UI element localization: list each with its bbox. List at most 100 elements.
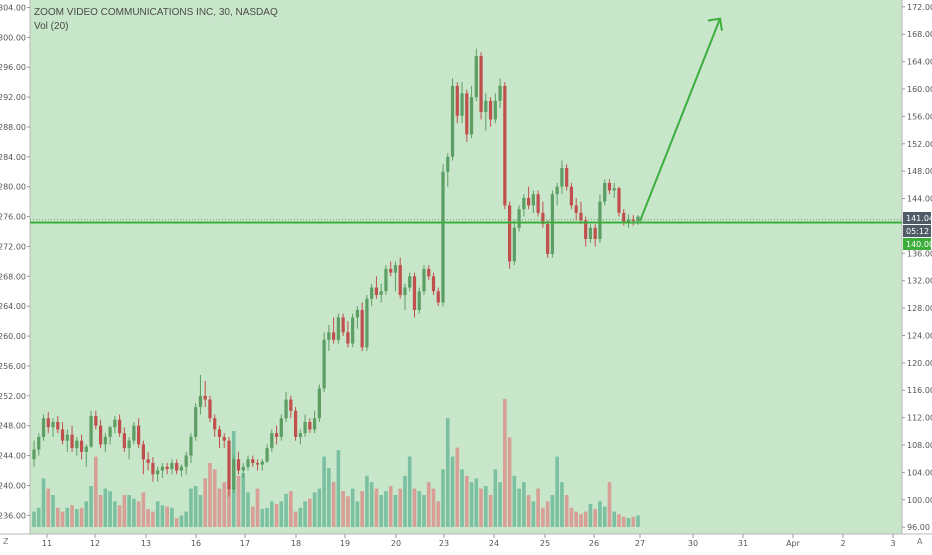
time-axis-tick-label: 17: [240, 539, 250, 548]
candle-body: [484, 100, 488, 113]
volume-bar: [98, 495, 103, 527]
volume-bar: [189, 488, 193, 527]
volume-bar: [593, 509, 598, 527]
volume-bar: [436, 501, 441, 527]
level-price-tag-label: 140.00: [906, 240, 932, 249]
volume-bar: [522, 482, 526, 527]
volume-bar: [450, 456, 455, 527]
volume-bar: [269, 501, 274, 527]
time-axis-corner-left[interactable]: Z: [3, 537, 9, 546]
candle-body: [41, 418, 46, 437]
candle-body: [308, 421, 312, 430]
volume-bar: [445, 418, 450, 527]
candle-body: [526, 197, 531, 206]
projection-arrow-line[interactable]: [639, 18, 721, 222]
volume-bar: [569, 507, 574, 527]
volume-bar: [479, 488, 483, 527]
volume-bar: [179, 515, 184, 527]
candle-body: [560, 168, 564, 187]
left-axis-tick-label: 296.00: [0, 63, 26, 72]
candle-body: [626, 219, 631, 222]
candle-body: [103, 436, 107, 445]
chart-legend: ZOOM VIDEO COMMUNICATIONS INC, 30, NASDA…: [34, 6, 278, 34]
candle-body: [365, 298, 369, 348]
volume-bar: [127, 495, 131, 527]
volume-bar: [74, 509, 79, 527]
last-price-tag-label: 141.04: [906, 214, 932, 223]
volume-bar: [621, 516, 626, 527]
projection-arrowhead[interactable]: [707, 17, 723, 31]
candle-body: [384, 268, 388, 292]
symbol-title[interactable]: ZOOM VIDEO COMMUNICATIONS INC, 30, NASDA…: [34, 7, 278, 18]
volume-bar: [65, 507, 70, 527]
volume-bar: [322, 456, 326, 527]
candle-body: [598, 201, 602, 239]
volume-bar: [398, 488, 403, 527]
volume-indicator-label[interactable]: Vol (20): [34, 21, 69, 32]
volume-bar: [279, 501, 284, 527]
volume-bar: [341, 491, 345, 527]
candle-body: [469, 97, 474, 135]
volume-bar: [70, 505, 74, 527]
candle-body: [122, 433, 126, 449]
volume-bar: [407, 456, 412, 527]
volume-bar: [298, 507, 303, 527]
time-axis-tick-label: 19: [340, 539, 350, 548]
candle-body: [503, 85, 507, 206]
left-axis-tick-label: 272.00: [0, 242, 26, 251]
candle-body: [574, 205, 578, 213]
volume-bar: [250, 506, 255, 527]
candle-body: [70, 434, 74, 449]
volume-bar: [274, 503, 279, 527]
volume-bar: [617, 514, 621, 527]
candle-body: [555, 186, 559, 195]
volume-bar: [317, 488, 322, 527]
volume-bar: [384, 491, 388, 527]
volume-bar: [469, 482, 474, 527]
volume-bar: [388, 486, 393, 527]
candle-body: [246, 459, 250, 467]
volume-bar: [531, 501, 536, 527]
countdown-tag[interactable]: [903, 225, 931, 237]
candle-body: [550, 194, 555, 254]
volume-bar: [136, 501, 141, 527]
volume-bar: [507, 437, 512, 527]
candle-body: [108, 427, 112, 437]
candle-body: [56, 421, 60, 430]
candle-body: [593, 227, 597, 239]
volume-bar: [464, 475, 469, 527]
volume-bar: [327, 468, 331, 527]
candle-body: [317, 388, 321, 419]
candle-body: [222, 436, 226, 441]
candle-body: [303, 421, 307, 434]
volume-bar: [365, 475, 369, 527]
volume-bar: [84, 501, 89, 527]
left-axis-tick-label: 252.00: [0, 392, 26, 401]
volume-bar: [607, 482, 612, 527]
left-axis-tick-label: 276.00: [0, 213, 26, 222]
right-axis-tick-label: 120.00: [907, 359, 932, 368]
time-axis-corner-right[interactable]: A: [917, 537, 923, 546]
time-axis-tick-label: 31: [738, 539, 748, 548]
left-axis-tick-label: 280.00: [0, 183, 26, 192]
volume-bar: [626, 518, 631, 527]
level-price-tag[interactable]: [903, 238, 931, 250]
time-axis-tick-label: Apr: [786, 539, 801, 548]
time-axis-tick-label: 25: [540, 539, 550, 548]
volume-bar: [117, 505, 122, 527]
time-axis-tick-label: 23: [439, 539, 449, 548]
volume-bar: [255, 488, 260, 527]
volume-bar: [246, 492, 250, 527]
right-axis-tick-label: 112.00: [907, 414, 932, 423]
candle-body: [236, 459, 241, 471]
volume-bar: [583, 511, 588, 527]
candle-body: [98, 425, 103, 445]
candle-body: [141, 444, 146, 460]
volume-bar: [46, 488, 51, 527]
candle-body: [227, 440, 231, 490]
time-axis-tick-label: 12: [90, 539, 100, 548]
last-price-tag[interactable]: [903, 212, 931, 224]
candle-body: [332, 332, 336, 340]
candle-body: [208, 399, 212, 419]
